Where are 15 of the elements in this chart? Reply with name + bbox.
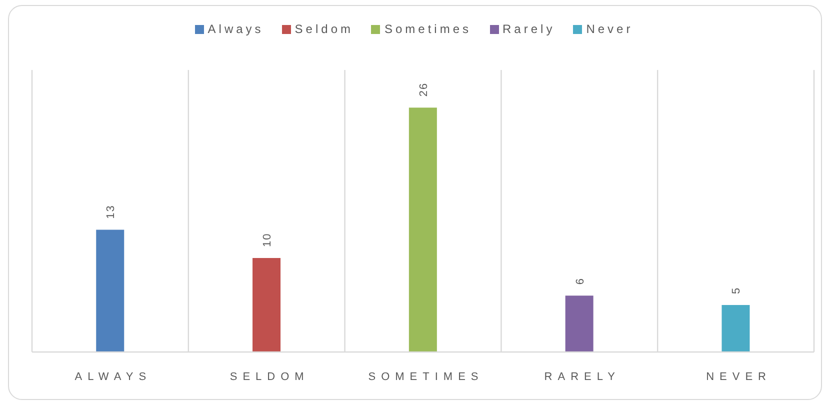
x-tick-label: ALWAYS (74, 370, 152, 383)
legend-label: Seldom (294, 22, 354, 36)
x-tick-label: NEVER (706, 370, 772, 383)
legend-label: Always (208, 22, 264, 36)
data-label: 6 (574, 277, 586, 285)
data-label: 26 (418, 82, 430, 97)
x-tick-label: SOMETIMES (368, 370, 484, 383)
legend-label: Sometimes (384, 22, 472, 36)
legend-label: Never (586, 22, 634, 36)
x-tick-label: RARELY (544, 370, 620, 383)
data-label: 5 (730, 286, 743, 294)
data-label: 10 (262, 232, 274, 247)
legend-label: Rarely (502, 22, 556, 36)
data-label: 13 (105, 204, 118, 219)
x-tick-label: SELDOM (230, 370, 310, 383)
